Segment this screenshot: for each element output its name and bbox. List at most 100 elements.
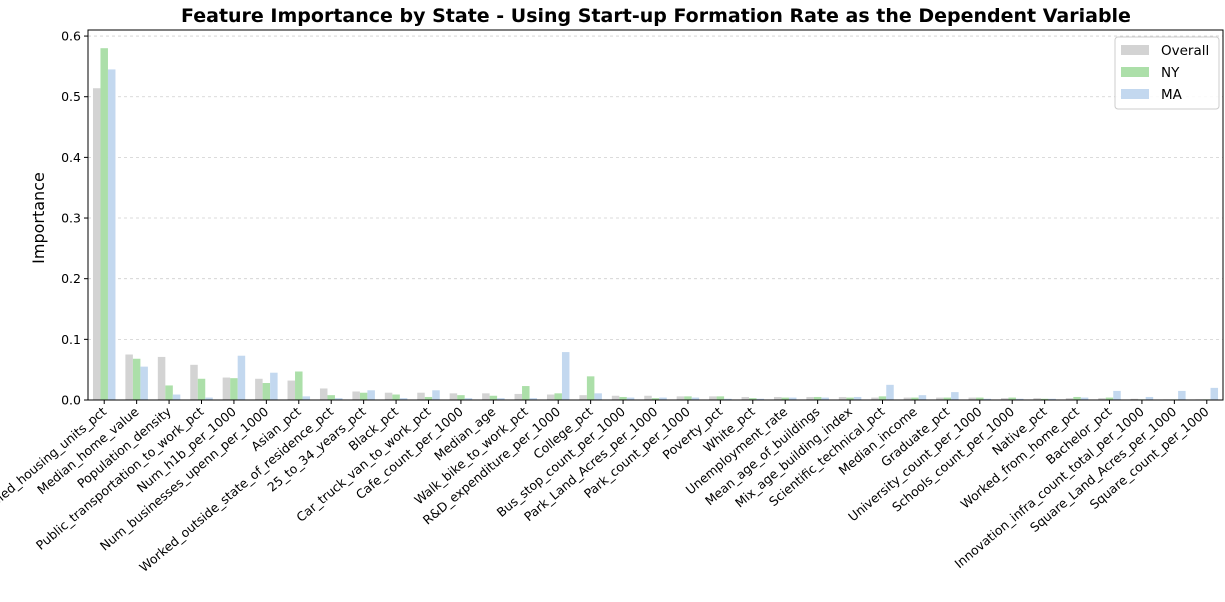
- bar-ma: [1145, 396, 1154, 400]
- bar-ny: [1040, 398, 1049, 400]
- bar-ma: [1048, 398, 1056, 400]
- bar-overall: [741, 396, 750, 400]
- y-tick-label: 0.6: [61, 29, 81, 44]
- legend-swatch-ma: [1121, 89, 1149, 99]
- bars: [92, 48, 1219, 401]
- gridlines: [88, 35, 1223, 401]
- bar-overall: [936, 397, 944, 400]
- bar-overall: [1130, 398, 1139, 400]
- bar-ma: [918, 395, 927, 400]
- bar-ny: [878, 396, 887, 400]
- y-tick-label: 0.5: [61, 89, 81, 104]
- bar-overall: [190, 364, 198, 400]
- bar-overall: [546, 394, 555, 400]
- bar-ma: [1113, 390, 1121, 400]
- bar-ma: [399, 398, 408, 400]
- bar-overall: [157, 356, 166, 400]
- bar-overall: [514, 393, 523, 400]
- legend-label-overall: Overall: [1161, 43, 1209, 59]
- bar-overall: [676, 396, 685, 400]
- bar-ma: [691, 397, 700, 400]
- bar-ma: [140, 366, 148, 400]
- bar-ma: [334, 398, 343, 400]
- bar-overall: [482, 393, 490, 400]
- bar-ma: [1080, 397, 1089, 400]
- bar-ny: [392, 394, 400, 400]
- bar-overall: [255, 378, 263, 400]
- bar-overall: [92, 88, 101, 401]
- legend-swatch-overall: [1121, 45, 1149, 55]
- legend: Overall NY MA: [1114, 36, 1220, 110]
- bar-ma: [853, 396, 862, 400]
- legend-label-ny: NY: [1161, 65, 1180, 81]
- bar-ma: [497, 398, 505, 400]
- bar-ma: [302, 396, 311, 400]
- bar-ny: [846, 397, 854, 400]
- bar-overall: [287, 380, 296, 400]
- bar-overall: [1000, 398, 1009, 400]
- bar-ny: [262, 383, 271, 400]
- bar-ny: [295, 371, 303, 400]
- bar-ma: [626, 397, 635, 400]
- bar-ny: [457, 395, 465, 400]
- bar-ma: [724, 398, 732, 400]
- y-ticks: 0.0 0.1 0.2 0.3 0.4 0.5 0.6: [61, 29, 88, 408]
- bar-ny: [684, 396, 692, 400]
- bar-ny: [651, 398, 660, 400]
- bar-ma: [432, 390, 440, 400]
- bar-ny: [911, 397, 919, 400]
- y-axis-label: Importance: [29, 172, 48, 264]
- bar-ma: [1210, 387, 1219, 400]
- bar-ma: [821, 397, 829, 400]
- x-ticks: Occupied_housing_units_pctMedian_home_va…: [0, 400, 1212, 575]
- bar-overall: [222, 377, 231, 400]
- legend-swatch-ny: [1121, 67, 1149, 77]
- bar-ny: [165, 385, 173, 400]
- bar-ny: [813, 396, 822, 400]
- y-tick-label: 0.2: [61, 271, 81, 286]
- bar-ny: [100, 48, 108, 401]
- bar-ma: [756, 398, 765, 400]
- bar-ma: [270, 372, 278, 400]
- plot-frame: [87, 29, 1224, 401]
- bar-ny: [586, 376, 595, 400]
- bar-overall: [968, 397, 977, 400]
- y-tick-label: 0.0: [61, 393, 81, 408]
- bar-ny: [1073, 396, 1081, 400]
- bar-ny: [489, 395, 498, 400]
- bar-ma: [951, 392, 959, 400]
- bar-ma: [237, 355, 246, 400]
- bar-ma: [172, 394, 181, 400]
- bar-overall: [838, 396, 847, 400]
- bar-ny: [424, 396, 433, 400]
- bar-overall: [773, 396, 782, 400]
- bar-ma: [1178, 390, 1186, 400]
- bar-ma: [1015, 398, 1024, 400]
- bar-overall: [319, 388, 328, 400]
- bar-overall: [1033, 398, 1041, 400]
- bar-ny: [359, 392, 368, 400]
- bar-ny: [716, 396, 725, 400]
- bar-overall: [871, 397, 879, 400]
- bar-overall: [449, 393, 458, 400]
- bar-ma: [788, 397, 797, 400]
- bar-ma: [886, 384, 894, 400]
- bar-overall: [1098, 398, 1106, 400]
- bar-ma: [529, 398, 538, 400]
- y-tick-label: 0.3: [61, 211, 81, 226]
- bar-overall: [125, 354, 133, 400]
- bar-ma: [659, 397, 667, 400]
- bar-overall: [644, 395, 652, 400]
- bar-ny: [327, 395, 335, 400]
- bar-ny: [1008, 397, 1016, 400]
- y-tick-label: 0.4: [61, 150, 81, 165]
- axes: [87, 29, 1224, 401]
- bar-ma: [367, 390, 375, 400]
- bar-overall: [709, 396, 717, 400]
- bar-overall: [806, 396, 814, 400]
- bar-overall: [611, 395, 620, 400]
- bar-ny: [554, 393, 562, 400]
- bar-ny: [197, 378, 206, 400]
- y-tick-label: 0.1: [61, 332, 81, 347]
